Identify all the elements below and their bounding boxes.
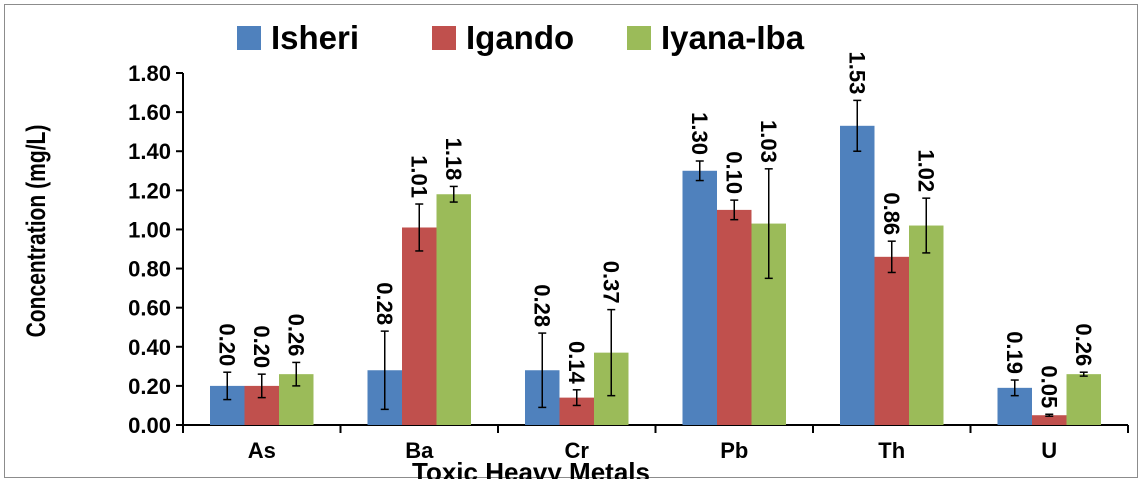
y-tick-label: 0.80 <box>128 257 171 282</box>
data-label: 0.37 <box>598 261 623 304</box>
bar <box>874 256 909 425</box>
data-label: 0.28 <box>372 282 397 325</box>
bar <box>682 170 717 425</box>
x-axis-label: Toxic Heavy Metals <box>412 457 650 479</box>
data-label: 1.03 <box>756 120 781 163</box>
data-label: 0.20 <box>249 325 274 368</box>
legend: Isheri Igando Iyana-Iba <box>237 19 805 56</box>
data-label: 0.14 <box>564 341 589 385</box>
x-tick-label: Th <box>878 438 905 463</box>
x-tick-label: Cr <box>565 438 590 463</box>
legend-label: Isheri <box>271 19 359 56</box>
data-label: 1.18 <box>441 138 466 181</box>
y-tick-label: 1.00 <box>128 217 171 242</box>
chart-frame: Isheri Igando Iyana-Iba Concentration (mg/… <box>4 4 1138 479</box>
data-label: 1.30 <box>687 112 712 155</box>
legend-label: Igando <box>466 19 574 56</box>
data-label: 1.53 <box>844 52 869 95</box>
legend-swatch <box>432 26 456 50</box>
bar <box>436 194 471 425</box>
bar <box>1066 374 1101 425</box>
y-axis-label: Concentration (mg/L) <box>22 125 52 338</box>
x-tick-label: Ba <box>405 438 434 463</box>
y-tick-label: 1.80 <box>128 61 171 86</box>
error-bars <box>223 99 1088 417</box>
y-tick-label: 0.00 <box>128 413 171 438</box>
bar <box>840 125 875 426</box>
data-label: 0.20 <box>214 323 239 366</box>
y-tick-label: 1.40 <box>128 139 171 164</box>
y-axis: 0.00 0.20 0.40 0.60 0.80 1.00 1.20 1.40 1.60 1.80 <box>128 61 184 438</box>
data-label: 0.19 <box>1002 331 1027 374</box>
legend-swatch <box>237 26 261 50</box>
bars <box>210 125 1101 426</box>
data-labels: 0.20 0.20 0.26 0.28 1.01 1.18 0.28 0.14 0.37 1.30… <box>214 52 1096 409</box>
data-label: 0.26 <box>283 314 308 357</box>
data-label: 1.01 <box>406 155 431 198</box>
data-label: 0.28 <box>529 284 554 327</box>
bar <box>717 209 752 425</box>
x-tick-label: U <box>1041 438 1057 463</box>
x-tick-label: Pb <box>720 438 748 463</box>
data-label: 0.26 <box>1071 323 1096 366</box>
y-tick-label: 0.20 <box>128 374 171 399</box>
data-label: 0.86 <box>879 192 904 235</box>
legend-label: Iyana-Iba <box>661 19 805 56</box>
data-label: 0.10 <box>721 151 746 194</box>
y-tick-label: 0.60 <box>128 296 171 321</box>
y-tick-label: 1.60 <box>128 100 171 125</box>
data-label: 1.02 <box>913 149 938 192</box>
data-label: 0.05 <box>1036 365 1061 408</box>
bar <box>402 227 437 425</box>
y-tick-label: 1.20 <box>128 178 171 203</box>
x-tick-label: As <box>248 438 276 463</box>
legend-swatch <box>627 26 651 50</box>
x-axis: As Ba Cr Pb Th U <box>182 424 1129 463</box>
y-tick-label: 0.40 <box>128 335 171 360</box>
bar <box>909 225 944 425</box>
bar <box>1032 415 1067 425</box>
bar-chart: Isheri Igando Iyana-Iba Concentration (mg/… <box>22 19 1129 479</box>
